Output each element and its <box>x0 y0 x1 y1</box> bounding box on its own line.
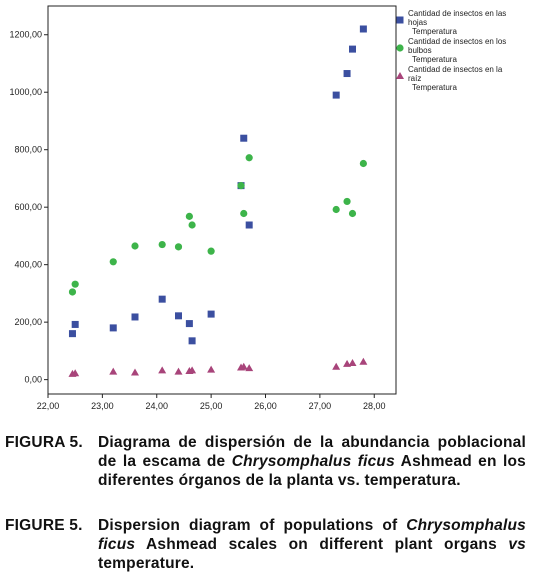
data-point-square <box>245 221 253 229</box>
data-point-square <box>68 330 76 338</box>
caption-english-text: Dispersion diagram of populations of Chr… <box>98 516 526 573</box>
x-tick-label: 25,00 <box>200 401 223 411</box>
data-point-circle <box>240 209 248 218</box>
data-point-square <box>207 310 215 318</box>
data-point-triangle <box>109 367 118 375</box>
y-tick-label: 1000,00 <box>9 87 42 97</box>
data-point-square <box>359 25 367 33</box>
scatter-chart: 0,00 200,00 400,00 600,00 800,00 1000,00 1200,… <box>9 5 506 411</box>
y-tick-label: 400,00 <box>14 260 42 270</box>
caption-english-species: Chrysomphalus ficus <box>98 517 526 553</box>
data-point-triangle <box>131 368 139 376</box>
legend-marker-square <box>396 16 404 24</box>
legend-label-cont: raíz <box>408 74 421 83</box>
legend-marker-circle <box>396 44 404 52</box>
caption-spanish-species: Chrysomphalus ficus <box>231 453 395 470</box>
x-tick-label: 24,00 <box>145 401 168 411</box>
data-point-circle <box>237 182 245 190</box>
data-point-circle <box>71 280 79 288</box>
data-point-circle <box>109 258 117 266</box>
legend-sublabel: Temperatura <box>412 83 457 92</box>
data-point-square <box>109 324 117 332</box>
caption-english-text-c: temperature. <box>98 555 195 572</box>
series-triangle <box>68 357 368 377</box>
series-circle <box>68 154 367 296</box>
caption-english-text-a: Dispersion diagram of populations of <box>98 517 407 534</box>
y-tick-label: 600,00 <box>14 202 42 212</box>
data-point-square <box>188 337 196 345</box>
legend-label-cont: bulbos <box>408 46 432 55</box>
caption-english-vs: vs <box>508 536 526 553</box>
legend-sublabel: Temperatura <box>412 55 457 64</box>
caption-spanish-text-b: Ashmead en los diferentes órganos de la … <box>98 453 526 489</box>
caption-spanish-label: FIGURA 5. <box>5 434 83 451</box>
data-point-square <box>158 295 166 303</box>
plot-area <box>47 5 397 395</box>
x-tick-label: 28,00 <box>363 401 386 411</box>
caption-spanish-text: Diagrama de dispersión de la abundancia … <box>98 433 526 490</box>
x-tick-label: 22,00 <box>37 401 60 411</box>
data-point-circle <box>245 154 253 162</box>
y-tick-label: 1200,00 <box>9 30 42 40</box>
data-point-triangle <box>359 357 368 365</box>
data-point-square <box>240 134 248 142</box>
x-axis: 22,00 23,00 24,00 25,00 26,00 27,00 28,00 <box>37 394 386 411</box>
data-point-square <box>332 91 340 99</box>
data-point-triangle <box>158 366 167 374</box>
data-point-triangle <box>207 365 216 373</box>
data-point-circle <box>68 288 77 296</box>
data-point-circle <box>359 159 367 168</box>
data-point-circle <box>343 197 351 206</box>
legend: Cantidad de insectos en lashojasTemperat… <box>396 9 506 92</box>
caption-english-text-b: Ashmead scales on different plant organs <box>135 536 509 553</box>
legend-label-cont: hojas <box>408 18 427 27</box>
caption-spanish-text-a: Diagrama de dispersión de la abundancia … <box>98 434 526 470</box>
legend-label: Cantidad de insectos en las <box>408 9 506 18</box>
data-point-triangle <box>71 369 80 377</box>
data-points <box>68 25 368 377</box>
y-tick-label: 800,00 <box>14 145 42 155</box>
data-point-triangle <box>245 364 254 372</box>
data-point-circle <box>332 205 340 214</box>
data-point-square <box>343 70 351 78</box>
legend-marker-triangle <box>396 72 404 79</box>
caption-english-label: FIGURE 5. <box>5 517 83 534</box>
x-tick-label: 23,00 <box>91 401 114 411</box>
data-point-square <box>349 45 356 53</box>
legend-label: Cantidad de insectos en los <box>408 37 506 46</box>
legend-label: Cantidad de insectos en la <box>408 65 503 74</box>
data-point-triangle <box>348 358 357 366</box>
y-axis: 0,00 200,00 400,00 600,00 800,00 1000,00 1200,… <box>9 30 48 385</box>
data-point-circle <box>348 209 357 218</box>
y-tick-label: 200,00 <box>14 317 42 327</box>
data-point-circle <box>207 247 215 255</box>
data-point-circle <box>185 212 193 220</box>
data-point-triangle <box>188 366 197 374</box>
data-point-circle <box>158 240 166 249</box>
data-point-square <box>131 313 139 321</box>
legend-sublabel: Temperatura <box>412 27 457 36</box>
data-point-circle <box>131 242 139 250</box>
data-point-circle <box>174 243 183 251</box>
data-point-square <box>71 320 79 328</box>
x-tick-label: 27,00 <box>309 401 332 411</box>
data-point-square <box>185 320 193 328</box>
y-tick-label: 0,00 <box>24 375 42 385</box>
data-point-square <box>175 312 182 320</box>
x-tick-label: 26,00 <box>254 401 277 411</box>
data-point-triangle <box>332 362 341 370</box>
data-point-triangle <box>239 362 248 370</box>
data-point-circle <box>188 221 196 229</box>
data-point-triangle <box>174 367 183 375</box>
